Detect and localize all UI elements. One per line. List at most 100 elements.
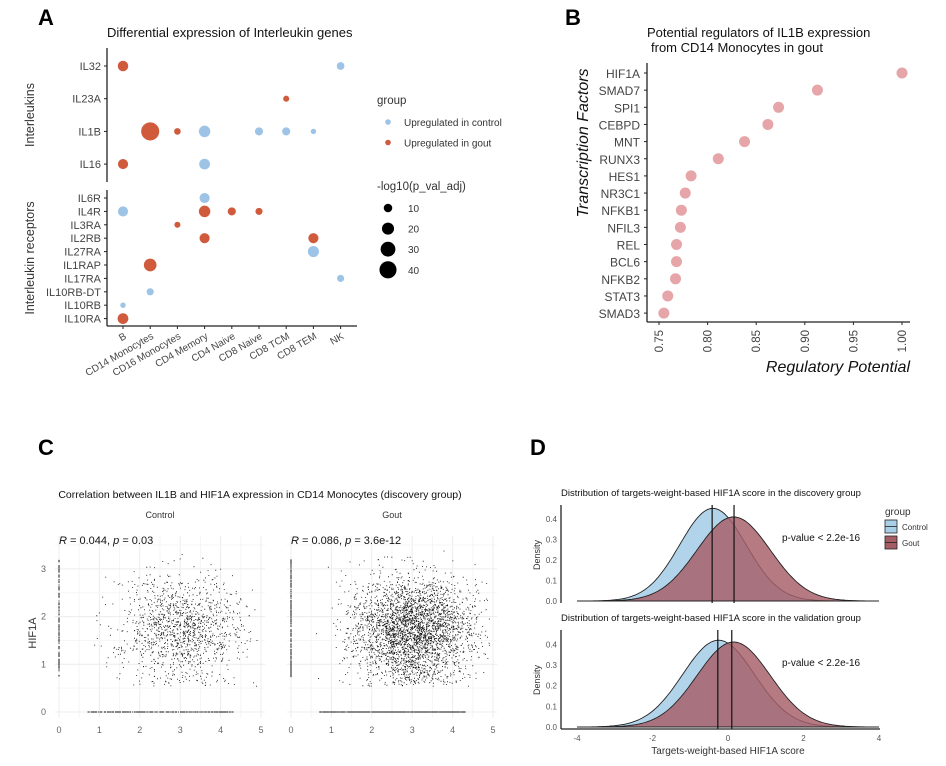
x-tick-label: -4	[573, 734, 581, 743]
y-tick-label: 0.0	[546, 723, 558, 732]
dot-IL23A-CD8-TCM	[283, 95, 290, 102]
dot-IL1B-CD4-Memory	[198, 125, 211, 138]
panel-label-a: A	[38, 5, 54, 30]
y-tick-label: NFKB1	[601, 204, 640, 218]
panel-c-scatter: Correlation between IL1B and HIF1A expre…	[27, 489, 498, 735]
dot-IL1RAP-CD14-Monocytes	[143, 258, 157, 272]
y-tick-label: 0.3	[546, 536, 558, 545]
dot-IL16-B	[117, 159, 129, 170]
density-gout	[577, 641, 879, 728]
subplot-title: Distribution of targets-weight-based HIF…	[561, 613, 861, 624]
y-tick-label: 0	[41, 707, 46, 717]
panel-label-d: D	[530, 435, 546, 460]
y-axis-label: Density	[532, 664, 542, 695]
x-tick-label: 4	[218, 725, 223, 735]
tf-dot-HIF1A	[896, 67, 908, 79]
tf-dot-SMAD3	[658, 307, 670, 319]
x-tick-label: 4	[450, 725, 455, 735]
y-tick-label: IL6R	[78, 193, 101, 205]
y-tick-label: IL10RB-DT	[46, 287, 101, 299]
legend-label-gout: Gout	[902, 539, 920, 548]
dot-IL16-CD4-Memory	[199, 158, 211, 170]
dot-IL10RB-B	[120, 302, 126, 308]
x-tick-label: 3	[410, 725, 415, 735]
scatter-points-control	[58, 554, 258, 713]
y-tick-label: 0.1	[546, 702, 558, 711]
x-tick-label: 2	[801, 734, 806, 743]
legend-label-control: Upregulated in control	[404, 118, 502, 129]
tf-dot-NR3C1	[679, 187, 691, 199]
x-tick-label: 5	[490, 725, 495, 735]
legend-size-dot	[379, 261, 397, 279]
panel-d-density: Targets-weight-based HIF1A score group D…	[532, 488, 928, 757]
y-tick-label: 0.2	[546, 556, 558, 565]
y-tick-label: SMAD3	[599, 307, 641, 321]
x-tick-label: 4	[877, 734, 882, 743]
y-tick-label: NFKB2	[601, 273, 640, 287]
facet-strip-label: Gout	[382, 510, 402, 520]
panel-a-title: Differential expression of Interleukin g…	[107, 25, 353, 40]
tf-dot-SPI1	[773, 101, 785, 113]
tf-dot-NFIL3	[674, 221, 686, 233]
legend-label-control: Control	[902, 523, 928, 532]
correlation-annotation: R = 0.086, p = 3.6e-12	[291, 535, 401, 547]
legend-size-title: -log10(p_val_adj)	[377, 181, 466, 193]
dot-IL4R-CD4-Memory	[198, 205, 211, 218]
y-tick-label: IL4R	[78, 206, 101, 218]
panel-d-xlabel: Targets-weight-based HIF1A score	[651, 746, 805, 757]
dot-IL4R-CD8-Naive	[255, 207, 263, 215]
density-subplot-2: Distribution of targets-weight-based HIF…	[546, 613, 880, 732]
y-tick-label: STAT3	[604, 290, 640, 304]
dot-IL2RB-CD4-Memory	[199, 233, 210, 244]
panel-label-b: B	[565, 5, 581, 30]
legend-size-label: 20	[408, 225, 420, 236]
x-tick-label: 0.75	[654, 330, 666, 352]
x-tick-label: 0	[726, 734, 731, 743]
y-tick-label: IL2RB	[70, 233, 101, 245]
y-tick-label: IL32	[80, 61, 101, 73]
legend-label-gout: Upregulated in gout	[404, 139, 492, 150]
tf-dot-NFKB1	[675, 204, 687, 216]
y-tick-label: 0.4	[546, 640, 558, 649]
tf-dot-SMAD7	[811, 84, 823, 96]
legend-size-dot	[381, 222, 395, 235]
y-tick-label: IL10RB	[64, 300, 101, 312]
dot-IL4R-CD4-Naive	[227, 207, 236, 216]
y-tick-label: IL1RAP	[63, 260, 101, 272]
dot-IL1B-CD16-Monocytes	[174, 128, 181, 135]
legend-dot-control	[385, 119, 391, 125]
y-tick-label: IL3RA	[70, 220, 101, 232]
dot-IL2RB-CD8-TEM	[308, 233, 319, 244]
panel-b-xlabel: Regulatory Potential	[766, 359, 911, 376]
y-tick-label: 0.3	[546, 661, 558, 670]
facet-label: Interleukin receptors	[23, 201, 37, 314]
x-tick-label: NK	[329, 331, 347, 348]
x-tick-label: 0.95	[848, 330, 860, 352]
y-tick-label: 0.1	[546, 577, 558, 586]
legend-size-label: 40	[408, 266, 420, 277]
dot-IL17RA-NK	[337, 274, 345, 282]
dot-IL1B-CD8-TCM	[282, 127, 291, 136]
y-tick-label: 0.0	[546, 597, 558, 606]
tf-dot-BCL6	[670, 256, 682, 268]
dot-IL27RA-CD8-TEM	[307, 246, 319, 258]
y-tick-label: SPI1	[614, 101, 640, 115]
panel-c-title: Correlation between IL1B and HIF1A expre…	[58, 489, 461, 501]
tf-dot-MNT	[739, 136, 751, 148]
panel-b-title-line1: Potential regulators of IL1B expression	[647, 25, 870, 40]
y-tick-label: RUNX3	[599, 153, 640, 167]
tf-dot-HES1	[685, 170, 697, 182]
dot-IL32-B	[117, 60, 129, 72]
scatter-points-gout	[290, 550, 490, 713]
dot-IL4R-B	[117, 206, 129, 217]
tf-dot-RUNX3	[712, 153, 724, 165]
x-tick-label: 0	[56, 725, 61, 735]
subplot-title: Distribution of targets-weight-based HIF…	[561, 488, 861, 499]
y-tick-label: 3	[41, 564, 46, 574]
y-tick-label: 2	[41, 612, 46, 622]
dot-IL3RA-CD16-Monocytes	[174, 221, 181, 228]
p-value-annotation: p-value < 2.2e-16	[782, 658, 861, 669]
y-tick-label: IL10RA	[64, 314, 101, 326]
facet-label: Interleukins	[23, 83, 37, 147]
